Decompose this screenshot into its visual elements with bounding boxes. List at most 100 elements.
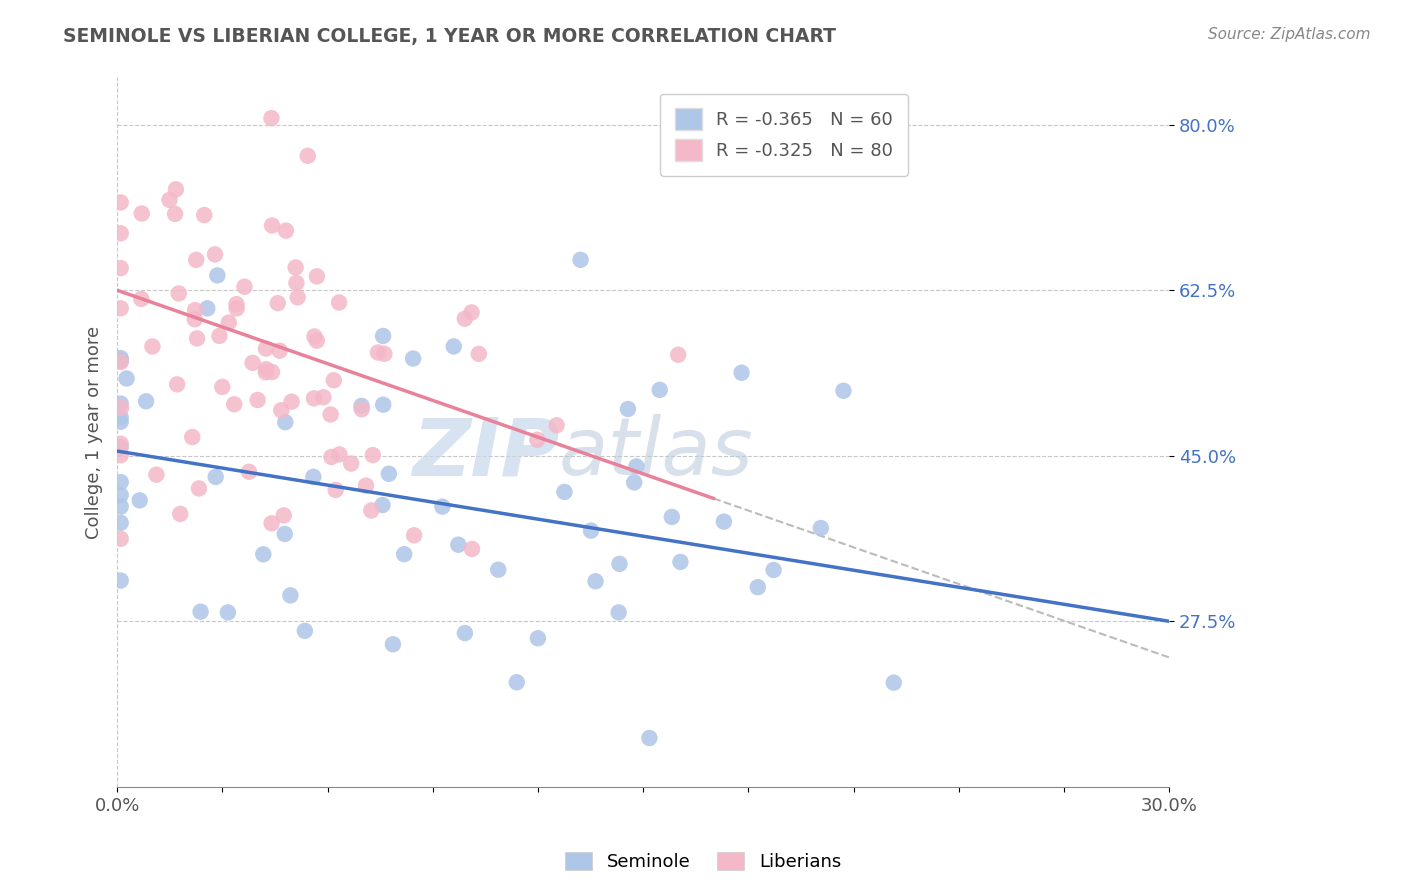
Point — [468, 347, 491, 361]
Point — [186, 331, 208, 345]
Point — [260, 111, 283, 125]
Point — [110, 448, 132, 462]
Point — [373, 398, 395, 412]
Point — [526, 433, 548, 447]
Point — [367, 345, 389, 359]
Point — [361, 448, 384, 462]
Point — [506, 675, 529, 690]
Text: atlas: atlas — [560, 415, 754, 492]
Point — [810, 521, 832, 535]
Point — [254, 362, 277, 376]
Point — [392, 547, 415, 561]
Point — [225, 297, 247, 311]
Point — [461, 541, 484, 556]
Point — [225, 301, 247, 316]
Point — [669, 555, 692, 569]
Point — [110, 516, 132, 530]
Point — [378, 467, 401, 481]
Point — [166, 377, 188, 392]
Legend: Seminole, Liberians: Seminole, Liberians — [558, 845, 848, 879]
Point — [713, 515, 735, 529]
Point — [553, 485, 575, 500]
Point — [832, 384, 855, 398]
Point — [569, 252, 592, 267]
Point — [454, 626, 477, 640]
Legend: R = -0.365   N = 60, R = -0.325   N = 80: R = -0.365 N = 60, R = -0.325 N = 80 — [661, 94, 908, 176]
Point — [371, 329, 394, 343]
Point — [208, 329, 231, 343]
Point — [294, 624, 316, 638]
Point — [350, 399, 373, 413]
Point — [432, 500, 454, 514]
Point — [159, 193, 181, 207]
Point — [131, 206, 153, 220]
Point — [287, 290, 309, 304]
Point — [262, 219, 284, 233]
Point — [167, 286, 190, 301]
Point — [184, 312, 207, 326]
Point — [110, 415, 132, 429]
Point — [340, 457, 363, 471]
Point — [486, 563, 509, 577]
Point — [273, 508, 295, 523]
Point — [747, 580, 769, 594]
Point — [270, 403, 292, 417]
Point — [305, 269, 328, 284]
Point — [274, 224, 297, 238]
Point — [305, 334, 328, 348]
Point — [110, 261, 132, 276]
Point — [238, 465, 260, 479]
Point — [211, 380, 233, 394]
Point — [110, 475, 132, 489]
Point — [186, 252, 208, 267]
Point — [254, 365, 277, 379]
Point — [454, 311, 477, 326]
Point — [381, 637, 404, 651]
Point — [110, 353, 132, 368]
Point — [207, 268, 229, 283]
Point — [638, 731, 661, 745]
Point — [193, 208, 215, 222]
Point — [217, 606, 239, 620]
Point — [321, 450, 343, 464]
Text: Source: ZipAtlas.com: Source: ZipAtlas.com — [1208, 27, 1371, 42]
Point — [218, 316, 240, 330]
Point — [110, 532, 132, 546]
Point — [110, 440, 132, 454]
Point — [141, 339, 163, 353]
Point — [402, 351, 425, 366]
Point — [204, 247, 226, 261]
Y-axis label: College, 1 year or more: College, 1 year or more — [86, 326, 103, 539]
Point — [274, 415, 297, 429]
Point — [322, 373, 344, 387]
Point — [204, 470, 226, 484]
Point — [328, 295, 350, 310]
Point — [297, 149, 319, 163]
Point — [110, 401, 132, 415]
Point — [110, 226, 132, 240]
Point — [443, 339, 465, 353]
Point — [246, 392, 269, 407]
Point — [110, 355, 132, 369]
Point — [110, 301, 132, 316]
Point — [360, 503, 382, 517]
Point — [319, 408, 342, 422]
Point — [623, 475, 645, 490]
Point — [304, 329, 326, 343]
Point — [131, 292, 153, 306]
Point — [135, 394, 157, 409]
Point — [579, 524, 602, 538]
Point — [617, 401, 640, 416]
Point — [626, 459, 648, 474]
Text: ZIP: ZIP — [412, 415, 560, 492]
Point — [188, 482, 211, 496]
Point — [284, 260, 307, 275]
Point — [110, 351, 132, 365]
Point — [447, 538, 470, 552]
Point — [609, 557, 631, 571]
Point — [169, 507, 191, 521]
Point — [110, 436, 132, 450]
Point — [252, 547, 274, 561]
Point — [285, 276, 308, 290]
Point — [110, 195, 132, 210]
